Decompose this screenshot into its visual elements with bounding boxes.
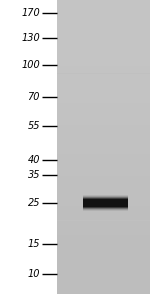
Bar bbox=[57, 0, 150, 294]
Bar bbox=[57, 198, 150, 206]
Bar bbox=[57, 37, 150, 44]
Bar bbox=[83, 203, 128, 211]
Bar bbox=[57, 147, 150, 154]
Bar bbox=[57, 51, 150, 59]
Bar bbox=[83, 200, 128, 208]
Bar bbox=[57, 265, 150, 272]
Text: 25: 25 bbox=[27, 198, 40, 208]
Bar bbox=[83, 197, 128, 205]
Bar bbox=[83, 202, 128, 210]
Bar bbox=[57, 140, 150, 147]
Bar bbox=[57, 176, 150, 184]
Bar bbox=[57, 287, 150, 294]
Text: 35: 35 bbox=[27, 170, 40, 180]
Bar bbox=[57, 29, 150, 37]
Text: 70: 70 bbox=[27, 92, 40, 102]
Text: 170: 170 bbox=[21, 8, 40, 18]
Bar bbox=[57, 250, 150, 257]
Bar bbox=[57, 257, 150, 265]
Bar bbox=[57, 59, 150, 66]
Bar bbox=[57, 118, 150, 125]
Bar bbox=[83, 196, 128, 204]
Bar bbox=[57, 15, 150, 22]
Bar bbox=[57, 213, 150, 220]
Bar bbox=[57, 132, 150, 140]
Bar bbox=[57, 96, 150, 103]
Bar bbox=[83, 201, 128, 209]
Bar bbox=[57, 88, 150, 96]
Bar bbox=[57, 206, 150, 213]
Bar bbox=[83, 198, 128, 206]
Text: 100: 100 bbox=[21, 60, 40, 70]
Bar bbox=[57, 162, 150, 169]
Bar bbox=[57, 279, 150, 287]
Bar bbox=[57, 235, 150, 243]
Bar bbox=[57, 191, 150, 198]
Bar bbox=[57, 74, 150, 81]
Bar bbox=[57, 125, 150, 132]
Bar bbox=[57, 184, 150, 191]
Bar bbox=[57, 103, 150, 110]
Bar bbox=[57, 22, 150, 29]
Bar bbox=[57, 81, 150, 88]
Bar bbox=[83, 195, 128, 203]
Bar bbox=[57, 0, 150, 7]
Bar bbox=[57, 44, 150, 51]
Bar bbox=[57, 66, 150, 74]
Bar bbox=[57, 154, 150, 162]
Bar bbox=[57, 243, 150, 250]
Bar bbox=[57, 272, 150, 279]
Bar bbox=[57, 220, 150, 228]
Text: 40: 40 bbox=[27, 155, 40, 165]
Bar bbox=[57, 228, 150, 235]
Bar bbox=[57, 110, 150, 118]
Text: 130: 130 bbox=[21, 33, 40, 43]
Bar bbox=[57, 7, 150, 15]
Text: 55: 55 bbox=[27, 121, 40, 131]
Text: 15: 15 bbox=[27, 239, 40, 249]
Bar bbox=[83, 199, 128, 207]
Bar bbox=[57, 169, 150, 176]
Text: 10: 10 bbox=[27, 269, 40, 279]
